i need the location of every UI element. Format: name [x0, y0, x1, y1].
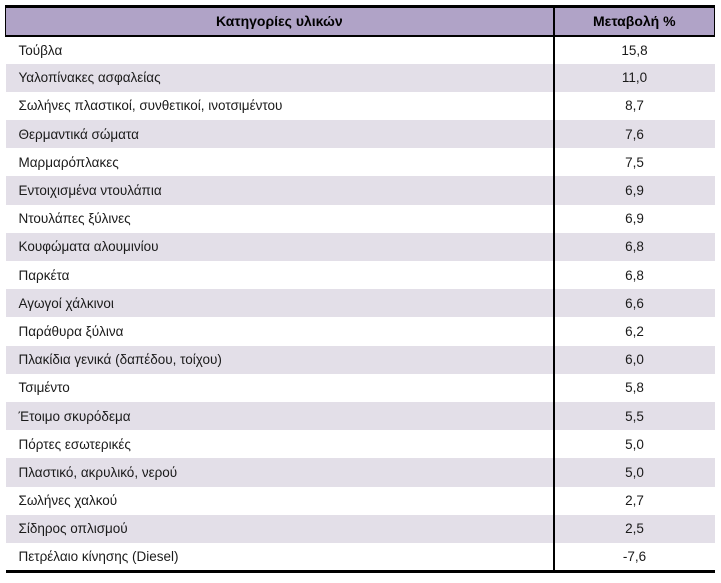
value-cell: 2,5: [625, 521, 644, 537]
value-cell: 6,9: [625, 211, 644, 227]
category-cell: Σωλήνες χαλκού: [5, 486, 555, 515]
value-cell: -7,6: [622, 548, 647, 564]
category-cell: Τσιμέντο: [5, 373, 555, 402]
value-cell: 15,8: [621, 42, 648, 58]
table-row: Σίδηρος οπλισμού 2,5: [5, 514, 715, 543]
value-cell: 5,8: [625, 380, 644, 396]
table-body: Τούβλα 15,8 Υαλοπίνακες ασφαλείας 11,0 Σωλήν…: [5, 35, 715, 572]
table-row: Παρκέτα 6,8: [5, 261, 715, 290]
category-cell: Κουφώματα αλουμινίου: [5, 232, 555, 261]
category-cell: Πετρέλαιο κίνησης (Diesel): [5, 542, 555, 572]
table-row: Πλαστικό, ακρυλικό, νερού 5,0: [5, 458, 715, 487]
category-cell: Έτοιμο σκυρόδεμα: [5, 401, 555, 431]
column-header-categories: Κατηγορίες υλικών: [4, 6, 555, 37]
value-cell: 8,7: [625, 98, 644, 114]
value-cell: 5,0: [625, 436, 644, 452]
value-cell: 6,8: [625, 239, 644, 255]
category-cell: Πόρτες εσωτερικές: [5, 430, 555, 459]
category-cell: Μαρμαρόπλακες: [5, 148, 555, 177]
category-cell: Τούβλα: [5, 35, 555, 64]
category-cell: Πλακίδια γενικά (δαπέδου, τοίχου): [5, 345, 555, 374]
header-row: Κατηγορίες υλικών Μεταβολή %: [4, 6, 715, 37]
category-cell: Εντοιχισμένα ντουλάπια: [5, 176, 555, 205]
value-cell: 6,2: [625, 323, 644, 339]
table-row: Μαρμαρόπλακες 7,5: [5, 148, 715, 177]
category-cell: Αγωγοί χάλκινοι: [5, 289, 555, 318]
table-row: Πόρτες εσωτερικές 5,0: [5, 430, 715, 459]
table-row: Ντουλάπες ξύλινες 6,9: [5, 204, 715, 233]
value-cell: 6,9: [625, 183, 644, 199]
value-cell: 5,0: [625, 464, 644, 480]
materials-price-change-table: Κατηγορίες υλικών Μεταβολή % Τούβλα 15,8 Υ…: [4, 5, 715, 573]
table-row: Υαλοπίνακες ασφαλείας 11,0: [5, 63, 715, 92]
table-row: Αγωγοί χάλκινοι 6,6: [5, 289, 715, 318]
value-cell: 5,5: [625, 408, 644, 424]
table-header: Κατηγορίες υλικών Μεταβολή %: [4, 6, 715, 37]
category-cell: Θερμαντικά σώματα: [5, 120, 555, 149]
value-cell: 6,0: [625, 352, 644, 368]
value-cell: 7,6: [625, 126, 644, 142]
table-row: Θερμαντικά σώματα 7,6: [5, 120, 715, 149]
category-cell: Παράθυρα ξύλινα: [5, 317, 555, 346]
value-cell: 2,7: [625, 493, 644, 509]
table-row: Πλακίδια γενικά (δαπέδου, τοίχου) 6,0: [5, 345, 715, 374]
category-cell: Σωλήνες πλαστικοί, συνθετικοί, ινοτσιμέν…: [5, 91, 555, 121]
table-row: Πετρέλαιο κίνησης (Diesel) -7,6: [5, 542, 715, 572]
value-cell: 7,5: [625, 154, 644, 170]
table-row: Εντοιχισμένα ντουλάπια 6,9: [5, 176, 715, 205]
category-cell: Παρκέτα: [5, 261, 555, 290]
table-row: Σωλήνες πλαστικοί, συνθετικοί, ινοτσιμέν…: [5, 91, 715, 121]
table-row: Παράθυρα ξύλινα 6,2: [5, 317, 715, 346]
category-cell: Πλαστικό, ακρυλικό, νερού: [5, 458, 555, 487]
category-cell: Ντουλάπες ξύλινες: [5, 204, 555, 233]
column-header-change-percent: Μεταβολή %: [553, 6, 715, 37]
table-row: Σωλήνες χαλκού 2,7: [5, 486, 715, 515]
table-row: Κουφώματα αλουμινίου 6,8: [5, 232, 715, 261]
value-cell: 6,6: [625, 295, 644, 311]
table-row: Τσιμέντο 5,8: [5, 373, 715, 402]
category-cell: Υαλοπίνακες ασφαλείας: [5, 63, 555, 92]
materials-table: Κατηγορίες υλικών Μεταβολή % Τούβλα 15,8 Υ…: [4, 5, 715, 573]
category-cell: Σίδηρος οπλισμού: [5, 514, 555, 543]
table-row: Έτοιμο σκυρόδεμα 5,5: [5, 401, 715, 431]
value-cell: 11,0: [621, 70, 648, 86]
value-cell: 6,8: [625, 267, 644, 283]
table-row: Τούβλα 15,8: [5, 35, 715, 64]
